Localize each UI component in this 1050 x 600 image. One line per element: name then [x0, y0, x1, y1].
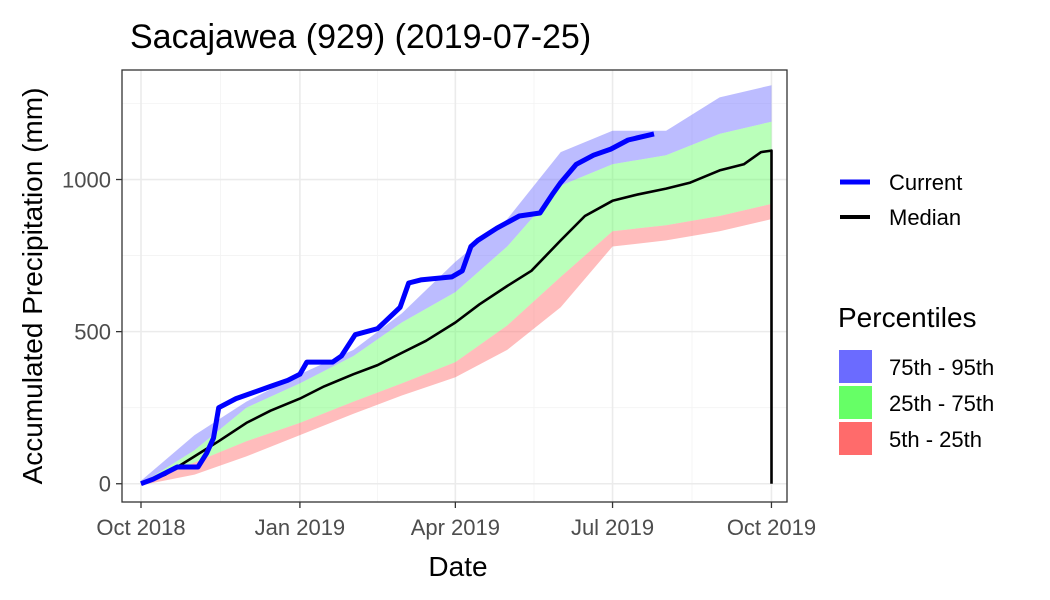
band-p75_95 [141, 85, 772, 484]
series-lines [140, 131, 773, 487]
x-tick-label: Apr 2019 [411, 515, 500, 540]
legend-percentiles: 75th - 95th 25th - 75th 5th - 25th [839, 350, 994, 455]
y-axis-title: Accumulated Precipitation (mm) [17, 88, 48, 485]
x-tick-label: Jan 2019 [255, 515, 346, 540]
legend-label-p25_75: 25th - 75th [889, 391, 994, 416]
minor-gridlines [122, 70, 787, 502]
legend-label-current: Current [889, 170, 962, 195]
legend-lines: Current Median [840, 170, 962, 230]
legend-swatch-p75_95 [839, 350, 872, 383]
x-axis: Oct 2018 Jan 2019 Apr 2019 Jul 2019 Oct 2019 [96, 502, 816, 540]
y-tick-label: 0 [99, 472, 111, 497]
percentile-bands [141, 85, 772, 486]
x-tick-label: Oct 2019 [727, 515, 816, 540]
legend-label-median: Median [889, 205, 961, 230]
x-tick-label: Jul 2019 [571, 515, 654, 540]
plot-panel [121, 69, 788, 503]
y-axis: 0 500 1000 [62, 168, 122, 497]
chart-title: Sacajawea (929) (2019-07-25) [130, 18, 591, 56]
band-p25_75 [141, 121, 772, 484]
legend-label-p75_95: 75th - 95th [889, 355, 994, 380]
legend-swatch-p25_75 [839, 386, 872, 419]
major-gridlines [122, 70, 787, 502]
y-tick-label: 500 [74, 320, 111, 345]
x-tick-label: Oct 2018 [96, 515, 185, 540]
legend-percentiles-title: Percentiles [838, 302, 977, 333]
series-line-current [140, 131, 655, 487]
band-p5_25 [141, 203, 772, 486]
x-axis-title: Date [428, 551, 487, 582]
plot-border [121, 69, 788, 503]
legend-label-p5_25: 5th - 25th [889, 427, 982, 452]
legend-swatch-p5_25 [839, 422, 872, 455]
series-line-median [140, 149, 773, 485]
plot-background [122, 70, 787, 502]
y-tick-label: 1000 [62, 168, 111, 193]
